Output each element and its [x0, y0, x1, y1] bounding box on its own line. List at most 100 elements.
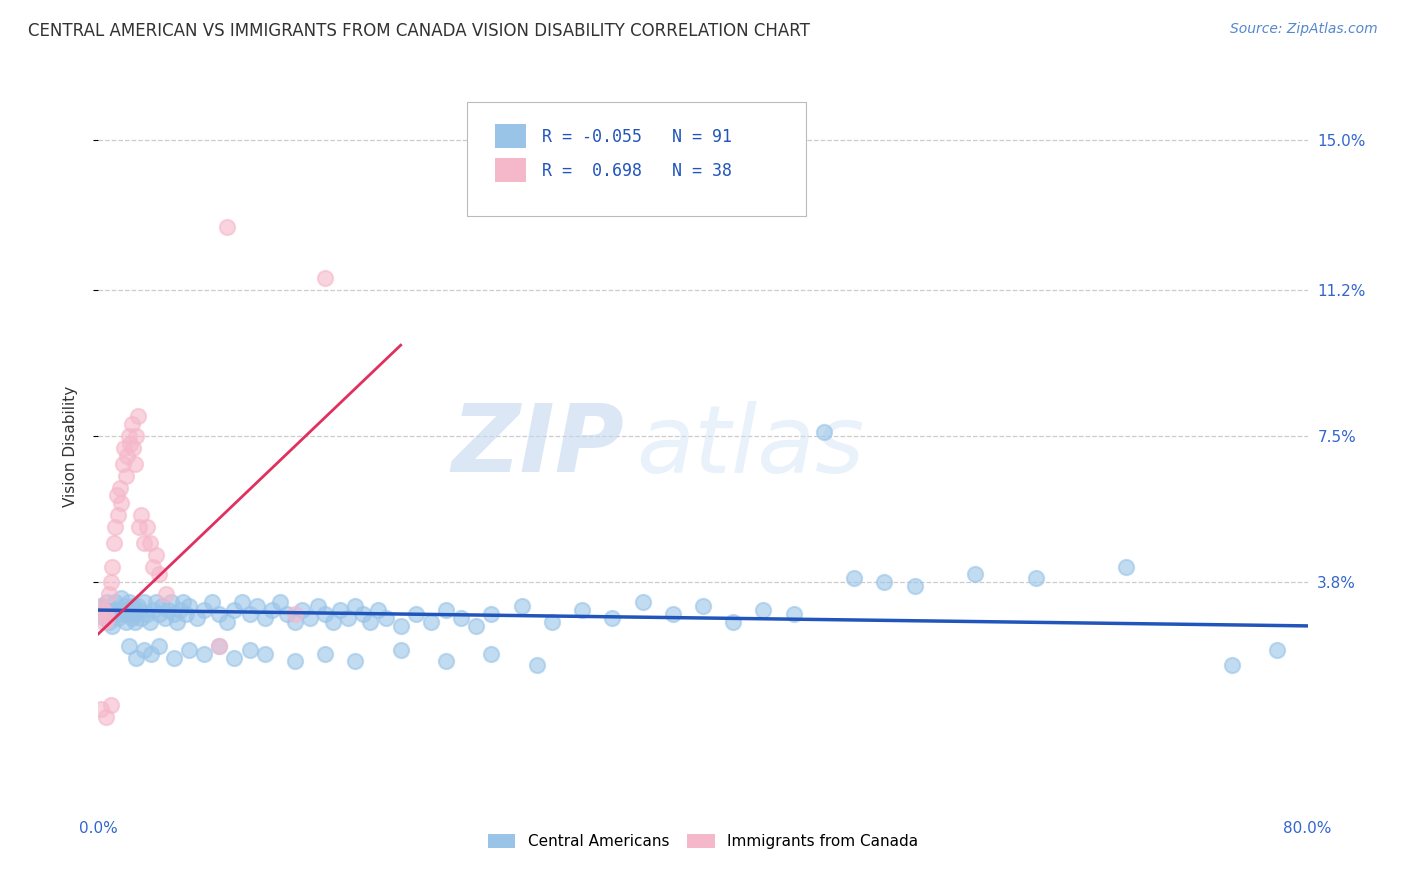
- Point: [129, 611, 152, 625]
- Point: [145, 548, 167, 562]
- Point: [105, 607, 128, 621]
- Point: [104, 595, 127, 609]
- Point: [360, 615, 382, 629]
- Point: [107, 611, 129, 625]
- Point: [299, 611, 322, 625]
- Point: [179, 642, 201, 657]
- Point: [94, 607, 117, 621]
- Point: [813, 425, 835, 439]
- Point: [121, 417, 143, 432]
- Point: [98, 615, 121, 629]
- Legend: Central Americans, Immigrants from Canada: Central Americans, Immigrants from Canad…: [482, 828, 924, 855]
- Point: [434, 603, 457, 617]
- Point: [160, 595, 183, 609]
- Point: [389, 619, 412, 633]
- Point: [100, 575, 122, 590]
- FancyBboxPatch shape: [495, 158, 526, 182]
- Point: [114, 615, 136, 629]
- Point: [692, 599, 714, 614]
- Point: [124, 457, 146, 471]
- Point: [783, 607, 806, 621]
- Point: [156, 603, 179, 617]
- Point: [224, 603, 246, 617]
- Point: [115, 603, 138, 617]
- Point: [148, 567, 170, 582]
- Point: [132, 595, 155, 609]
- Point: [169, 603, 191, 617]
- Point: [602, 611, 624, 625]
- Point: [465, 619, 488, 633]
- Point: [420, 615, 443, 629]
- Point: [104, 520, 127, 534]
- Point: [723, 615, 745, 629]
- Point: [121, 611, 143, 625]
- Point: [307, 599, 329, 614]
- Point: [481, 647, 503, 661]
- Point: [112, 441, 135, 455]
- Point: [111, 607, 134, 621]
- Point: [101, 559, 124, 574]
- Point: [114, 468, 136, 483]
- Point: [91, 607, 114, 621]
- Point: [352, 607, 374, 621]
- Point: [246, 599, 269, 614]
- Text: R =  0.698   N = 38: R = 0.698 N = 38: [543, 162, 733, 180]
- Point: [115, 449, 138, 463]
- Point: [129, 508, 152, 523]
- Point: [150, 599, 173, 614]
- Point: [112, 599, 135, 614]
- Point: [142, 559, 165, 574]
- Point: [108, 603, 131, 617]
- Point: [904, 579, 927, 593]
- Point: [389, 642, 412, 657]
- Point: [120, 437, 142, 451]
- Point: [142, 603, 165, 617]
- Point: [110, 591, 132, 606]
- Point: [873, 575, 896, 590]
- Point: [374, 611, 396, 625]
- Point: [661, 607, 683, 621]
- Point: [96, 611, 118, 625]
- Point: [262, 603, 284, 617]
- Point: [269, 595, 291, 609]
- Point: [98, 587, 121, 601]
- Point: [118, 595, 141, 609]
- Text: Source: ZipAtlas.com: Source: ZipAtlas.com: [1230, 22, 1378, 37]
- FancyBboxPatch shape: [495, 124, 526, 147]
- Point: [90, 599, 112, 614]
- Point: [322, 615, 344, 629]
- Point: [139, 615, 162, 629]
- Point: [94, 710, 117, 724]
- Point: [103, 536, 125, 550]
- Point: [166, 615, 188, 629]
- Point: [284, 655, 307, 669]
- Point: [239, 607, 262, 621]
- Point: [329, 603, 352, 617]
- Point: [101, 619, 124, 633]
- Point: [193, 647, 215, 661]
- Point: [344, 599, 367, 614]
- Point: [231, 595, 253, 609]
- Point: [153, 611, 176, 625]
- Point: [344, 655, 367, 669]
- Point: [93, 615, 115, 629]
- Point: [122, 599, 145, 614]
- Point: [124, 615, 146, 629]
- Point: [1115, 559, 1137, 574]
- Point: [128, 603, 150, 617]
- Point: [631, 595, 654, 609]
- Point: [155, 587, 177, 601]
- Point: [253, 611, 276, 625]
- Point: [135, 520, 157, 534]
- Text: CENTRAL AMERICAN VS IMMIGRANTS FROM CANADA VISION DISABILITY CORRELATION CHART: CENTRAL AMERICAN VS IMMIGRANTS FROM CANA…: [28, 22, 810, 40]
- Y-axis label: Vision Disability: Vision Disability: [63, 385, 77, 507]
- Point: [100, 698, 122, 712]
- Point: [128, 520, 150, 534]
- Point: [239, 642, 262, 657]
- Point: [314, 647, 336, 661]
- Point: [120, 607, 142, 621]
- Text: atlas: atlas: [637, 401, 865, 491]
- Point: [1220, 658, 1243, 673]
- Point: [314, 271, 336, 285]
- Point: [450, 611, 472, 625]
